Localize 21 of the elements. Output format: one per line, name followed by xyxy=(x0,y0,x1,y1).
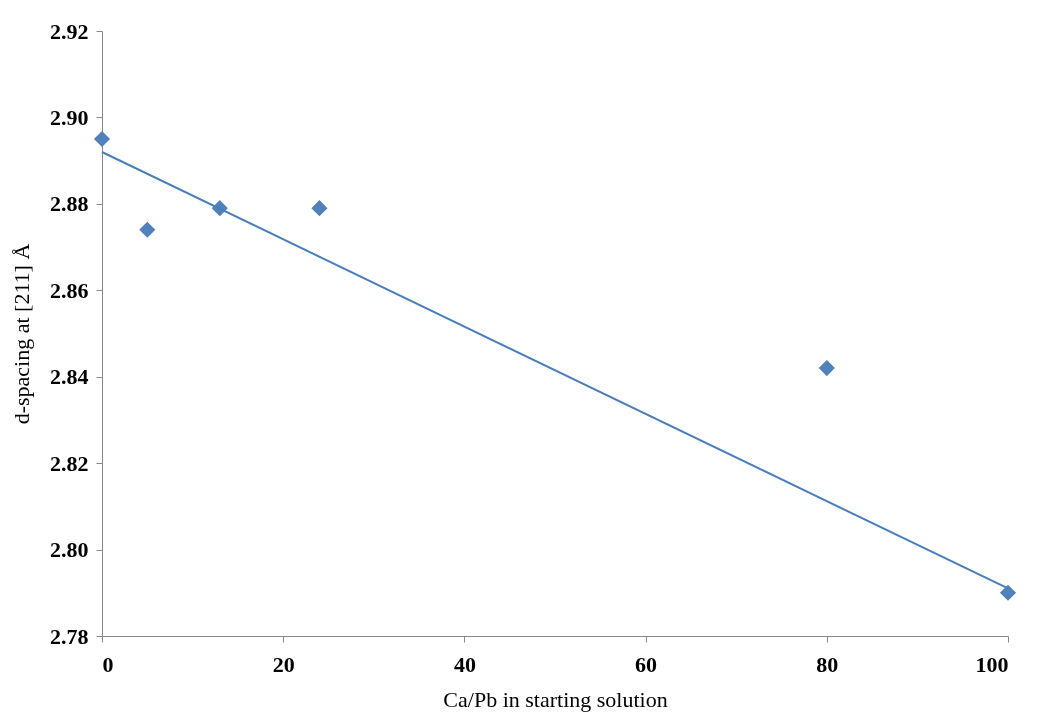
x-tick-label: 100 xyxy=(975,651,1009,677)
x-tick-label: 20 xyxy=(272,651,295,677)
point xyxy=(93,130,111,148)
y-tick-label: 2.82 xyxy=(50,450,89,476)
x-tick-label: 80 xyxy=(816,651,839,677)
x-tick-label: 0 xyxy=(102,651,114,677)
y-tick-label: 2.92 xyxy=(50,18,89,44)
y-axis-title: d-spacing at [211] Å xyxy=(9,243,34,425)
y-tick-label: 2.86 xyxy=(50,277,89,303)
point xyxy=(139,221,156,238)
x-tick-label: 60 xyxy=(635,651,658,677)
point xyxy=(999,584,1017,601)
y-tick-label: 2.78 xyxy=(50,623,89,649)
y-tick-label: 2.90 xyxy=(50,104,89,130)
x-axis-title: Ca/Pb in starting solution xyxy=(443,686,668,712)
point xyxy=(818,360,835,377)
x-tick-label: 40 xyxy=(453,651,476,677)
y-tick-label: 2.84 xyxy=(50,364,89,390)
y-tick-label: 2.80 xyxy=(50,537,89,563)
point xyxy=(311,200,328,217)
y-tick-label: 2.88 xyxy=(50,191,89,217)
